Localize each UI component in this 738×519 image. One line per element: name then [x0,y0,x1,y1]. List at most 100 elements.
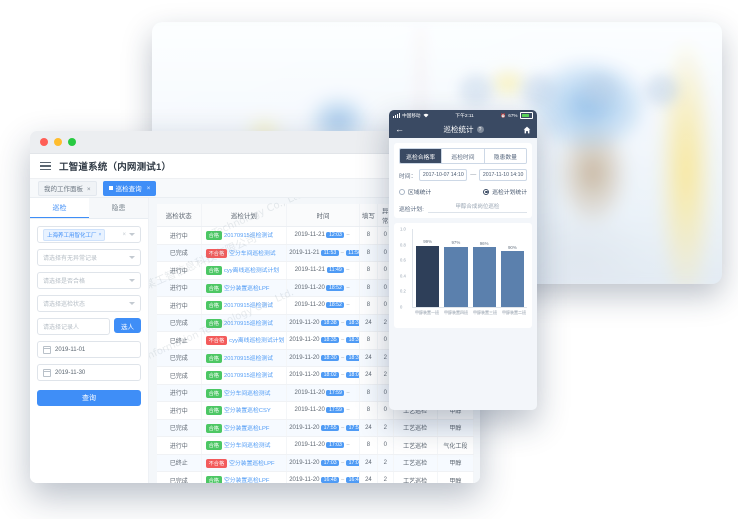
qualified-select[interactable]: 请选择是否合格 [37,272,141,289]
inspection-status-select[interactable]: 请选择巡检状态 [37,295,141,312]
factory-select[interactable]: 上海养工用智化工厂 × × [37,226,141,243]
tab-hazard[interactable]: 隐患 [89,198,148,218]
start-date-value: 2019-11-01 [55,346,86,353]
factory-tag[interactable]: 上海养工用智化工厂 × [43,228,106,241]
radio-plan-label: 巡检计划统计 [492,190,527,196]
radio-plan-stats[interactable]: 巡检计划统计 [483,187,527,196]
cell-status: 已完成 [157,471,202,483]
choose-person-button[interactable]: 选人 [114,318,141,333]
bar [472,247,496,307]
end-datetime-input[interactable]: 2017-11-10 14:10 [479,169,527,181]
cell-status: 进行中 [157,226,202,245]
help-icon[interactable]: ? [476,126,484,133]
home-icon[interactable] [523,126,531,134]
breadcrumb-tab-panel[interactable]: 我的工作面板 × [38,180,97,196]
cell-fill: 8 [359,436,378,455]
cell-plan: 不合格 cyy离线巡检测试计划 [201,331,288,350]
bar-column[interactable]: 96% [472,237,496,307]
cell-fill: 8 [359,296,378,315]
th-plan: 巡检计划 [201,204,288,227]
clear-icon[interactable]: × [122,231,126,238]
hamburger-menu-icon[interactable] [40,161,51,171]
battery-label: 67% [508,113,518,118]
recorder-input[interactable]: 请选择记录人 [37,318,110,335]
close-window-button[interactable] [40,138,48,146]
cell-status: 进行中 [157,384,202,402]
plan-name: 空分装置巡检LPF [223,285,270,292]
maximize-window-button[interactable] [68,138,76,146]
plan-name: 20170915巡检测试 [223,355,273,362]
bar-chart: 1.0 0.8 0.6 0.4 0.2 0 99% 97% 96% 90% [400,227,527,310]
y-tick-label: 0 [400,304,403,310]
cell-time: 2019-11-20 18:52– [286,296,360,315]
plan-name: 空分车间巡检测试 [229,250,276,257]
cell-plan: 合格 20170915巡检测试 [201,314,288,332]
bar-column[interactable]: 97% [444,237,468,307]
arrow-left-icon[interactable]: ← [395,124,404,134]
cell-fill: 24 [359,366,378,385]
plan-value[interactable]: 甲醇合成岗位巡检 [427,202,527,213]
bar-column[interactable]: 99% [416,237,440,307]
cell-plan: 合格 20170915巡检测试 [201,366,288,385]
cell-type: 工艺巡检 [393,419,438,437]
recorder-row: 请选择记录人 选人 [37,318,141,335]
cell-plan: 不合格 空分装置巡检LPF [201,454,288,472]
segmented-control: 巡检合格率 巡检时间 隐患数量 [399,148,527,164]
cell-plan: 合格 20170915巡检测试 [201,296,288,315]
bar-value-label: 96% [479,240,489,246]
cell-type: 工艺巡检 [393,436,438,455]
minimize-window-button[interactable] [54,138,62,146]
stat-mode-radios: 区域统计 巡检计划统计 [399,187,527,196]
breadcrumb: 我的工作面板 × 巡检查询 × [30,179,480,198]
filter-form: 上海养工用智化工厂 × × 请选择有无异常记录 [30,219,148,406]
close-icon[interactable]: × [86,186,91,193]
bars-container: 99% 97% 96% 90% [416,237,524,307]
status-left: 中国移动 [393,113,429,119]
start-datetime-input[interactable]: 2017-10-07 14:10 [419,169,468,181]
cell-status: 已完成 [157,349,202,367]
bar-value-label: 90% [507,244,517,250]
abnormal-record-select[interactable]: 请选择有无异常记录 [37,249,141,266]
cell-fill: 8 [359,226,378,245]
x-tick-label: 甲醇装置二班 [502,310,526,315]
segment-pass-rate[interactable]: 巡检合格率 [400,149,443,163]
results-table-wrap[interactable]: 巡检状态 巡检计划 时间 填写 异常 巡检类型 巡检区域 进行中合格201709… [149,198,480,483]
cell-time: 2019-11-20 18:35–18:37 [286,331,360,350]
alarm-icon: ⏰ [500,112,506,118]
window-titlebar [30,131,480,154]
cell-fill: 8 [359,261,378,280]
date-range-row: 时间： 2017-10-07 14:10 — 2017-11-10 14:10 [399,169,527,181]
table-row[interactable]: 进行中 合格 空分装置巡检CSY 2019-11-20 17:59–8 0 工艺巡检 甲醇 [157,401,475,420]
radio-area-stats[interactable]: 区域统计 [399,187,431,196]
start-date-input[interactable]: 2019-11-01 [37,341,141,358]
plan-name: 20170915巡检测试 [223,320,273,327]
close-icon[interactable]: × [146,184,151,192]
time-range-label: 时间： [399,173,417,180]
segment-inspection-time[interactable]: 巡检时间 [442,149,485,163]
search-button[interactable]: 查询 [37,390,141,406]
radio-icon [399,188,405,195]
table-row[interactable]: 进行中 合格 空分车间巡检测试 2019-11-20 17:03–8 0 工艺巡检 气化工段 [157,436,475,455]
cell-time: 2019-11-21 11:53–11:56 [286,244,360,262]
cell-abnormal: 2 [377,419,394,437]
tab-inspection[interactable]: 巡检 [30,198,89,218]
bar-column[interactable]: 90% [500,237,524,307]
breadcrumb-tab-inspection-query[interactable]: 巡检查询 × [102,180,157,196]
chevron-down-icon [129,279,135,282]
close-icon[interactable]: × [98,231,102,238]
page-title: 工智道系统（内网测试1） [59,162,172,173]
segment-hazard-count[interactable]: 隐患数量 [484,149,526,163]
plan-select-row: 巡检计划: 甲醇合成岗位巡检 [399,202,527,213]
cell-type: 工艺巡检 [393,454,438,472]
status-badge: 不合格 [205,336,228,346]
cell-fill: 8 [359,331,378,350]
cell-fill: 8 [359,279,378,297]
end-date-input[interactable]: 2019-11-30 [37,364,141,381]
plan-label: 巡检计划: [399,207,424,213]
cell-fill: 24 [359,349,378,367]
